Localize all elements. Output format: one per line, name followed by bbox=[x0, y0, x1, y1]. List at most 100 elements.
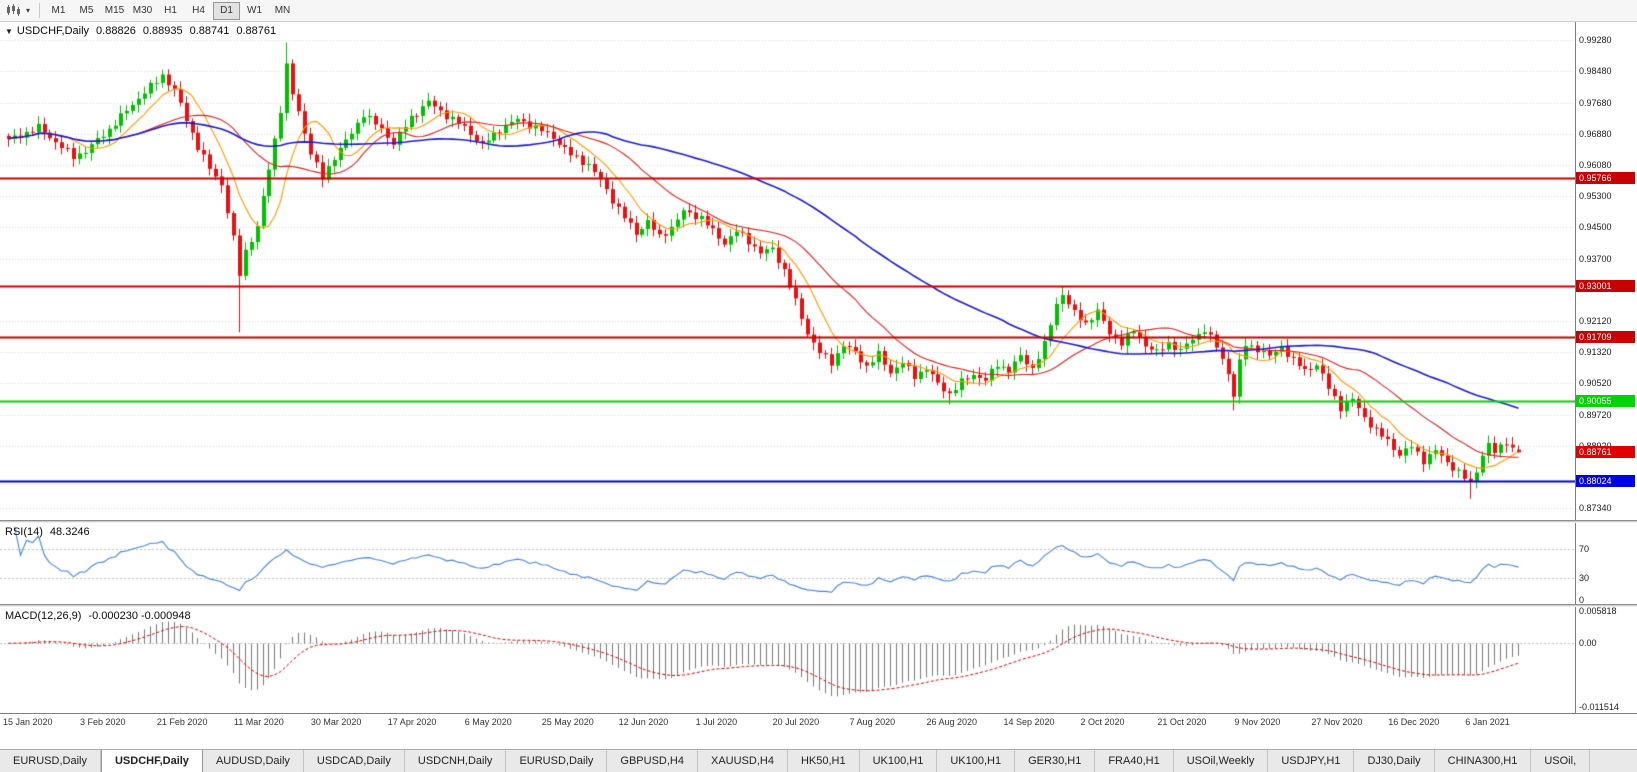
timeframe-button-m5[interactable]: M5 bbox=[79, 5, 94, 16]
period-toolbar: ▾ M1 M5 M15 M30 H1 H4 D1 W1 MN bbox=[0, 0, 1637, 22]
main-price-axis[interactable]: 0.99280 0.98480 0.97680 0.96880 0.96080 0.953… bbox=[1575, 22, 1637, 520]
tab-fra40-h1[interactable]: FRA40,H1 bbox=[1095, 750, 1174, 772]
rsi-axis-label: 30 bbox=[1579, 573, 1590, 584]
price-axis-label: 0.98480 bbox=[1579, 66, 1612, 77]
current-price-badge: 0.88761 bbox=[1576, 446, 1635, 459]
timeframe-button-h1[interactable]: H1 bbox=[164, 5, 177, 16]
date-axis-label: 27 Nov 2020 bbox=[1311, 717, 1363, 727]
price-axis-label: 0.97680 bbox=[1579, 97, 1612, 108]
timeframe-button-w1[interactable]: W1 bbox=[247, 5, 262, 16]
chart-ohlc-header: ▼ USDCHF,Daily 0.88826 0.88935 0.88741 0.8876… bbox=[5, 25, 276, 37]
date-axis-label: 6 May 2020 bbox=[464, 717, 512, 727]
date-axis-label: 20 Jul 2020 bbox=[772, 717, 820, 727]
rsi-axis-label: 70 bbox=[1579, 543, 1590, 554]
panel-splitter[interactable] bbox=[0, 520, 1637, 523]
tab-xauusd-h4[interactable]: XAUUSD,H4 bbox=[697, 750, 788, 772]
price-axis-label: 0.89720 bbox=[1579, 409, 1612, 420]
tab-eurusd-daily[interactable]: EURUSD,Daily bbox=[506, 750, 608, 772]
date-axis-label: 14 Sep 2020 bbox=[1003, 717, 1055, 727]
price-axis-label: 0.88920 bbox=[1579, 441, 1612, 451]
price-level-badge: 0.95766 bbox=[1576, 171, 1635, 184]
tab-usdcad-daily[interactable]: USDCAD,Daily bbox=[303, 750, 405, 772]
tab-ger30-h1[interactable]: GER30,H1 bbox=[1015, 750, 1096, 772]
ohlc-close: 0.88761 bbox=[236, 25, 277, 37]
price-axis-label: 0.96080 bbox=[1579, 160, 1612, 171]
tab-usoil[interactable]: USOil, bbox=[1531, 750, 1591, 772]
panel-splitter[interactable] bbox=[0, 604, 1637, 607]
date-axis-label: 15 Jan 2020 bbox=[3, 717, 53, 727]
date-axis-label: 1 Jul 2020 bbox=[695, 717, 738, 727]
chart-symbol-period: USDCHF,Daily bbox=[16, 25, 90, 37]
ohlc-open: 0.88826 bbox=[96, 25, 136, 37]
price-level-badge: 0.91709 bbox=[1576, 330, 1635, 343]
price-axis-label: 0.99280 bbox=[1579, 35, 1612, 46]
tab-usoil-weekly[interactable]: USOil,Weekly bbox=[1173, 750, 1269, 772]
timeframe-button-mn[interactable]: MN bbox=[274, 5, 291, 16]
main-chart-panel: ▼ USDCHF,Daily 0.88826 0.88935 0.88741 0.8876… bbox=[0, 22, 1637, 520]
date-axis-label: 6 Jan 2021 bbox=[1465, 717, 1510, 727]
price-chart-canvas[interactable] bbox=[0, 22, 1575, 520]
rsi-label: RSI(14) 48.3246 bbox=[5, 526, 90, 538]
chart-tabbar: EURUSD,Daily USDCHF,Daily AUDUSD,Daily USDC… bbox=[0, 749, 1637, 772]
date-axis-label: 25 May 2020 bbox=[541, 717, 594, 727]
price-axis-label: 0.90520 bbox=[1579, 378, 1612, 389]
macd-axis-label: -0.011514 bbox=[1579, 702, 1619, 712]
tab-uk100-h1[interactable]: UK100,H1 bbox=[859, 750, 938, 772]
tab-uk100-h1[interactable]: UK100,H1 bbox=[937, 750, 1016, 772]
candlestick-chart-icon[interactable] bbox=[4, 2, 22, 20]
date-axis-label: 17 Apr 2020 bbox=[387, 717, 437, 727]
date-axis[interactable]: 15 Jan 2020 3 Feb 2020 21 Feb 2020 11 Mar 2… bbox=[0, 713, 1637, 730]
timeframe-button-m15[interactable]: M15 bbox=[104, 5, 125, 16]
price-axis-label: 0.96880 bbox=[1579, 129, 1612, 140]
tab-usdcnh-daily[interactable]: USDCNH,Daily bbox=[404, 750, 507, 772]
rsi-axis[interactable]: 70 30 0 bbox=[1575, 523, 1637, 604]
macd-axis[interactable]: 0.005818 0.00 -0.011514 bbox=[1575, 607, 1637, 713]
date-axis-label: 16 Dec 2020 bbox=[1388, 717, 1440, 727]
chart-dropdown-icon[interactable]: ▼ bbox=[5, 27, 13, 36]
tab-dj30-daily[interactable]: DJ30,Daily bbox=[1354, 750, 1435, 772]
date-axis-label: 21 Feb 2020 bbox=[156, 717, 208, 727]
macd-axis-label: 0.00 bbox=[1579, 638, 1597, 649]
timeframe-buttons: M1 M5 M15 M30 H1 H4 D1 W1 MN bbox=[45, 1, 297, 20]
macd-axis-label: 0.005818 bbox=[1579, 607, 1617, 616]
rsi-value: 48.3246 bbox=[49, 526, 90, 538]
macd-values: -0.000230 -0.000948 bbox=[88, 610, 191, 622]
timeframe-button-m30[interactable]: M30 bbox=[132, 5, 153, 16]
timeframe-button-d1[interactable]: D1 bbox=[213, 1, 240, 20]
price-level-badge: 0.93001 bbox=[1576, 280, 1635, 293]
rsi-axis-label: 0 bbox=[1579, 595, 1585, 604]
tab-usdchf-daily[interactable]: USDCHF,Daily bbox=[100, 750, 203, 772]
date-axis-label: 30 Mar 2020 bbox=[310, 717, 362, 727]
date-axis-label: 11 Mar 2020 bbox=[233, 717, 284, 727]
price-level-badge: 0.88024 bbox=[1576, 475, 1635, 488]
chevron-down-icon[interactable]: ▾ bbox=[25, 6, 30, 15]
tab-hk50-h1[interactable]: HK50,H1 bbox=[787, 750, 860, 772]
tab-china300-h1[interactable]: CHINA300,H1 bbox=[1434, 750, 1532, 772]
price-level-badge: 0.90055 bbox=[1576, 395, 1635, 408]
ohlc-low: 0.88741 bbox=[189, 25, 230, 37]
timeframe-button-h4[interactable]: H4 bbox=[192, 5, 205, 16]
price-axis-label: 0.87340 bbox=[1579, 502, 1612, 513]
date-axis-label: 7 Aug 2020 bbox=[849, 717, 896, 727]
rsi-canvas[interactable] bbox=[0, 523, 1575, 604]
tab-audusd-daily[interactable]: AUDUSD,Daily bbox=[202, 750, 304, 772]
ohlc-high: 0.88935 bbox=[142, 25, 183, 37]
macd-name: MACD(12,26,9) bbox=[5, 610, 82, 622]
macd-canvas[interactable] bbox=[0, 607, 1575, 713]
tab-eurusd-daily[interactable]: EURUSD,Daily bbox=[0, 750, 101, 772]
price-axis-label: 0.93700 bbox=[1579, 253, 1612, 264]
tab-gbpusd-h4[interactable]: GBPUSD,H4 bbox=[607, 750, 698, 772]
date-axis-label: 3 Feb 2020 bbox=[79, 717, 126, 727]
price-axis-label: 0.94500 bbox=[1579, 222, 1612, 233]
date-axis-label: 26 Aug 2020 bbox=[926, 717, 978, 727]
price-axis-label: 0.92120 bbox=[1579, 315, 1612, 326]
date-axis-label: 21 Oct 2020 bbox=[1157, 717, 1207, 727]
tab-usdjpy-h1[interactable]: USDJPY,H1 bbox=[1268, 750, 1355, 772]
timeframe-button-m1[interactable]: M1 bbox=[51, 5, 66, 16]
date-axis-label: 2 Oct 2020 bbox=[1080, 717, 1125, 727]
rsi-name: RSI(14) bbox=[5, 526, 43, 538]
price-axis-label: 0.95300 bbox=[1579, 190, 1612, 201]
date-axis-label: 9 Nov 2020 bbox=[1234, 717, 1281, 727]
price-axis-label: 0.91320 bbox=[1579, 346, 1612, 357]
